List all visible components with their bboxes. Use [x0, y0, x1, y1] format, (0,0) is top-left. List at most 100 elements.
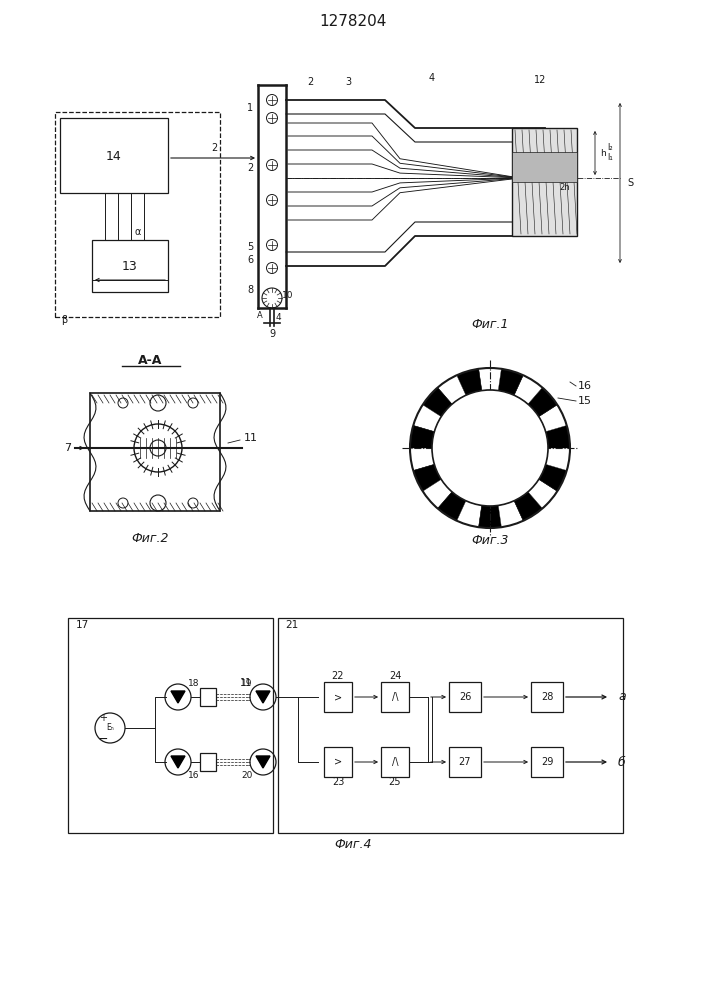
Text: 11: 11	[244, 433, 258, 443]
Bar	[324, 682, 352, 712]
Text: 19: 19	[241, 680, 252, 688]
Text: +: +	[99, 713, 107, 723]
Text: 15: 15	[578, 396, 592, 406]
Text: >: >	[334, 757, 342, 767]
Text: 10: 10	[282, 290, 293, 300]
Wedge shape	[410, 448, 434, 471]
Wedge shape	[423, 388, 452, 417]
Wedge shape	[479, 368, 501, 391]
Text: α: α	[135, 227, 141, 237]
Text: 25: 25	[389, 777, 402, 787]
Text: −: −	[98, 732, 108, 746]
Bar	[324, 747, 352, 777]
Text: S: S	[627, 178, 633, 188]
Text: 9: 9	[269, 329, 275, 339]
Bar	[200, 753, 216, 771]
Wedge shape	[539, 405, 567, 432]
Polygon shape	[256, 756, 270, 768]
Text: 13: 13	[122, 259, 138, 272]
Bar	[55, 112, 220, 317]
Text: 11: 11	[240, 678, 252, 688]
Wedge shape	[539, 464, 567, 491]
Text: Фиг.2: Фиг.2	[132, 532, 169, 544]
Wedge shape	[438, 492, 466, 521]
Text: 2: 2	[307, 77, 313, 87]
Text: 6: 6	[247, 255, 253, 265]
Text: h: h	[600, 148, 606, 157]
Bar	[531, 682, 563, 712]
Text: 4: 4	[429, 73, 435, 83]
Bar	[92, 240, 168, 292]
Text: Фиг.1: Фиг.1	[472, 318, 509, 332]
Text: >: >	[334, 692, 342, 702]
Wedge shape	[546, 425, 570, 448]
Bar	[512, 128, 577, 236]
Text: 18: 18	[188, 680, 200, 688]
Text: 28: 28	[541, 692, 553, 702]
Text: 21: 21	[286, 620, 298, 630]
Wedge shape	[423, 479, 452, 508]
Text: Фиг.3: Фиг.3	[472, 534, 509, 546]
Text: 26: 26	[459, 692, 471, 702]
Wedge shape	[528, 388, 557, 417]
Wedge shape	[457, 369, 481, 395]
Text: l₂: l₂	[607, 143, 613, 152]
Text: l₁: l₁	[607, 153, 613, 162]
Bar	[200, 688, 216, 706]
Polygon shape	[171, 756, 185, 768]
Text: 1: 1	[247, 103, 253, 113]
Polygon shape	[171, 691, 185, 703]
Text: 29: 29	[541, 757, 553, 767]
Text: 12: 12	[534, 75, 547, 85]
Wedge shape	[514, 375, 542, 404]
Bar	[381, 682, 409, 712]
Text: 17: 17	[76, 620, 88, 630]
Bar	[449, 682, 481, 712]
Text: 3: 3	[345, 77, 351, 87]
Text: β: β	[61, 315, 67, 325]
Text: 27: 27	[459, 757, 472, 767]
Text: 4: 4	[275, 314, 281, 322]
Text: 16: 16	[578, 381, 592, 391]
Text: 2h: 2h	[560, 184, 571, 192]
Text: 2: 2	[211, 143, 217, 153]
Bar	[60, 118, 168, 193]
Text: /\: /\	[392, 757, 398, 767]
Text: 1278204: 1278204	[320, 14, 387, 29]
Bar	[90, 393, 220, 511]
Wedge shape	[546, 448, 570, 471]
Text: Eₙ: Eₙ	[106, 724, 114, 732]
Text: 7: 7	[64, 443, 71, 453]
Wedge shape	[438, 375, 466, 404]
Text: 20: 20	[241, 772, 252, 780]
Text: A: A	[257, 312, 263, 320]
Text: 5: 5	[247, 242, 253, 252]
Bar	[381, 747, 409, 777]
Wedge shape	[528, 479, 557, 508]
Wedge shape	[498, 501, 523, 527]
Text: 8: 8	[247, 285, 253, 295]
Text: б: б	[618, 756, 626, 768]
Wedge shape	[457, 501, 481, 527]
Text: 2: 2	[247, 163, 253, 173]
Wedge shape	[479, 505, 501, 528]
Text: 23: 23	[332, 777, 344, 787]
Wedge shape	[413, 464, 441, 491]
Wedge shape	[514, 492, 542, 521]
Wedge shape	[498, 369, 523, 395]
Circle shape	[432, 390, 548, 506]
Bar	[449, 747, 481, 777]
Bar	[278, 618, 623, 833]
Text: 16: 16	[188, 772, 200, 780]
Bar	[68, 618, 273, 833]
Text: А-А: А-А	[138, 354, 162, 366]
Text: /\: /\	[392, 692, 398, 702]
Text: 14: 14	[106, 149, 122, 162]
Wedge shape	[413, 405, 441, 432]
Text: 22: 22	[332, 671, 344, 681]
Text: а: а	[618, 690, 626, 704]
Text: 24: 24	[389, 671, 401, 681]
Text: Фиг.4: Фиг.4	[334, 838, 372, 852]
Wedge shape	[410, 425, 434, 448]
Bar	[512, 152, 577, 182]
